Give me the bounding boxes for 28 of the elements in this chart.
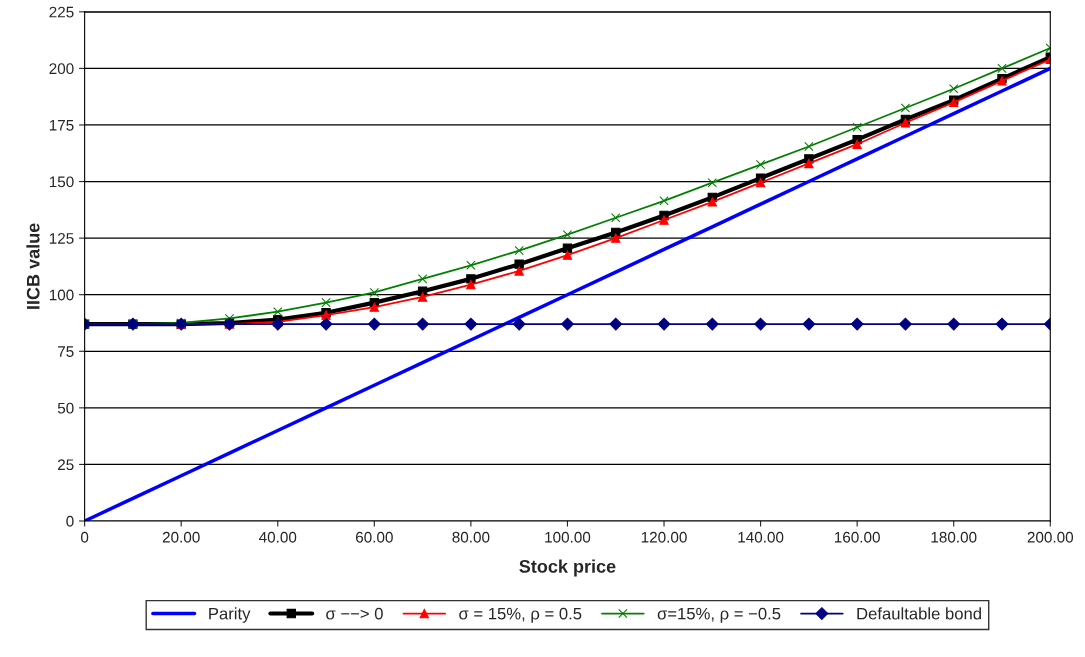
- x-tick-label: 160.00: [834, 531, 880, 543]
- x-tick-label: 40.00: [259, 531, 297, 543]
- legend-label: Defaultable bond: [857, 607, 981, 620]
- x-tick-label: 0: [80, 531, 89, 543]
- y-tick-label: 175: [49, 120, 74, 131]
- y-tick-label: 50: [57, 402, 74, 414]
- y-tick-label: 200: [49, 63, 74, 75]
- y-tick-label: 75: [58, 346, 74, 357]
- x-tick-label: 200.00: [1027, 531, 1074, 543]
- y-tick-label: 25: [57, 459, 74, 471]
- y-tick-label: 225: [49, 6, 74, 18]
- x-tick-label: 180.00: [931, 531, 977, 543]
- x-tick-label: 60.00: [355, 531, 393, 543]
- legend-label: σ −−> 0: [326, 607, 383, 620]
- y-tick-label: 150: [49, 176, 74, 188]
- legend-label: Parity: [209, 607, 251, 623]
- x-axis-title: Stock price: [519, 559, 616, 577]
- x-tick-label: 120.00: [641, 531, 687, 543]
- x-tick-label: 140.00: [738, 531, 784, 543]
- y-tick-label: 125: [49, 232, 74, 244]
- x-tick-label: 100.00: [545, 531, 591, 543]
- y-tick-label: 0: [66, 515, 74, 527]
- y-axis-title: IICB value: [26, 223, 40, 309]
- x-tick-label: 80.00: [452, 531, 490, 543]
- x-tick-label: 20.00: [162, 531, 200, 543]
- legend-label: σ=15%, ρ = −0.5: [657, 607, 781, 623]
- legend-label: σ = 15%, ρ = 0.5: [459, 607, 582, 623]
- y-tick-label: 100: [49, 289, 74, 301]
